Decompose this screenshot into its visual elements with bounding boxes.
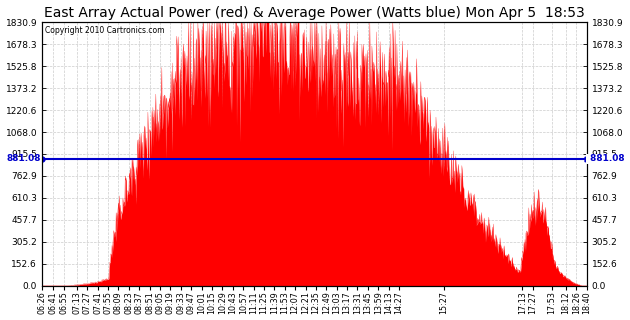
Text: Copyright 2010 Cartronics.com: Copyright 2010 Cartronics.com: [45, 26, 164, 35]
Text: 881.08: 881.08: [587, 155, 624, 164]
Text: 881.08: 881.08: [7, 155, 42, 164]
Title: East Array Actual Power (red) & Average Power (Watts blue) Mon Apr 5  18:53: East Array Actual Power (red) & Average …: [44, 5, 585, 20]
